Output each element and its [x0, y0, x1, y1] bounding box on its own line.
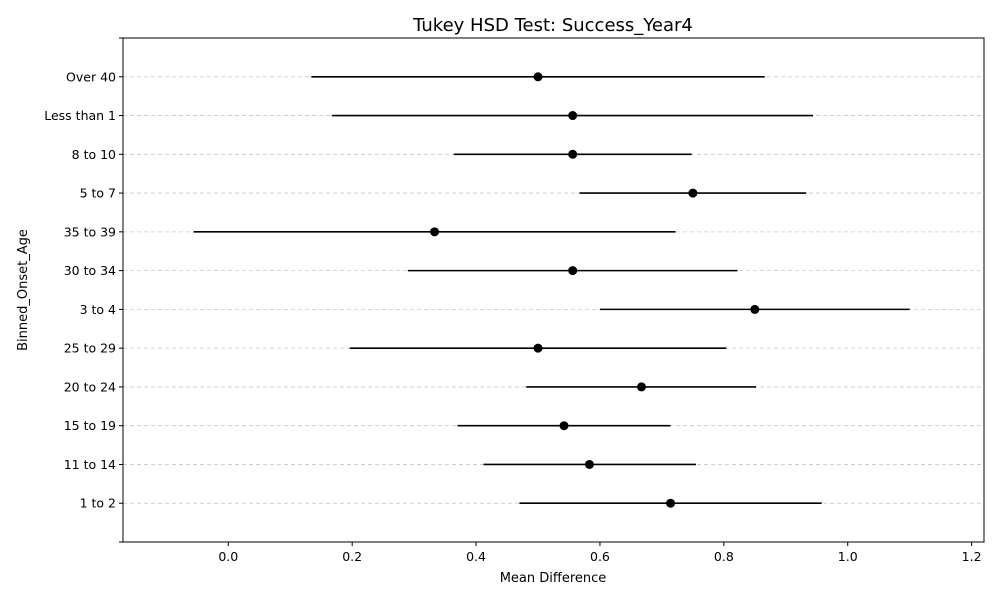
y-tick-label-10: 11 to 14 [64, 457, 116, 472]
plot-frame [122, 37, 985, 543]
x-tick-label-4: 0.8 [714, 549, 734, 564]
x-tick-label-5: 1.0 [838, 549, 858, 564]
plot-background [123, 38, 984, 542]
points-layer [430, 72, 760, 508]
x-tick-label-2: 0.4 [466, 549, 486, 564]
x-tick-label-1: 0.2 [342, 549, 362, 564]
x-tick-label-3: 0.6 [590, 549, 610, 564]
y-tick-label-5: 30 to 34 [64, 263, 116, 278]
mean-point-5 [568, 266, 578, 276]
mean-point-3 [688, 188, 698, 198]
mean-point-6 [750, 304, 760, 314]
mean-point-9 [559, 421, 569, 431]
mean-point-1 [568, 111, 578, 121]
y-tick-label-2: 8 to 10 [72, 147, 116, 162]
y-tick-label-7: 25 to 29 [64, 341, 116, 356]
y-axis: Over 40 Less than 1 8 to 10 5 to 7 35 to 39 3… [44, 37, 123, 543]
x-tick-label-0: 0.0 [218, 549, 238, 564]
chart-title: Tukey HSD Test: Success_Year4 [412, 15, 693, 36]
x-tick-label-6: 1.2 [962, 549, 982, 564]
y-tick-label-0: Over 40 [66, 69, 116, 84]
mean-point-7 [533, 343, 543, 353]
mean-point-0 [533, 72, 543, 82]
y-tick-label-11: 1 to 2 [80, 496, 116, 511]
x-axis-label: Mean Difference [500, 571, 607, 586]
y-tick-label-6: 3 to 4 [80, 302, 116, 317]
y-tick-label-4: 35 to 39 [64, 224, 116, 239]
y-tick-label-1: Less than 1 [44, 108, 116, 123]
y-tick-label-9: 15 to 19 [64, 418, 116, 433]
y-tick-label-8: 20 to 24 [64, 379, 116, 394]
y-tick-label-3: 5 to 7 [80, 186, 116, 201]
x-axis: 0.0 0.2 0.4 0.6 0.8 1.0 1.2 [218, 542, 982, 564]
mean-point-10 [584, 459, 594, 469]
mean-point-8 [636, 382, 646, 392]
mean-point-4 [430, 227, 440, 237]
y-axis-label: Binned_Onset_Age [16, 229, 31, 351]
mean-point-2 [568, 149, 578, 159]
mean-point-11 [666, 498, 676, 508]
